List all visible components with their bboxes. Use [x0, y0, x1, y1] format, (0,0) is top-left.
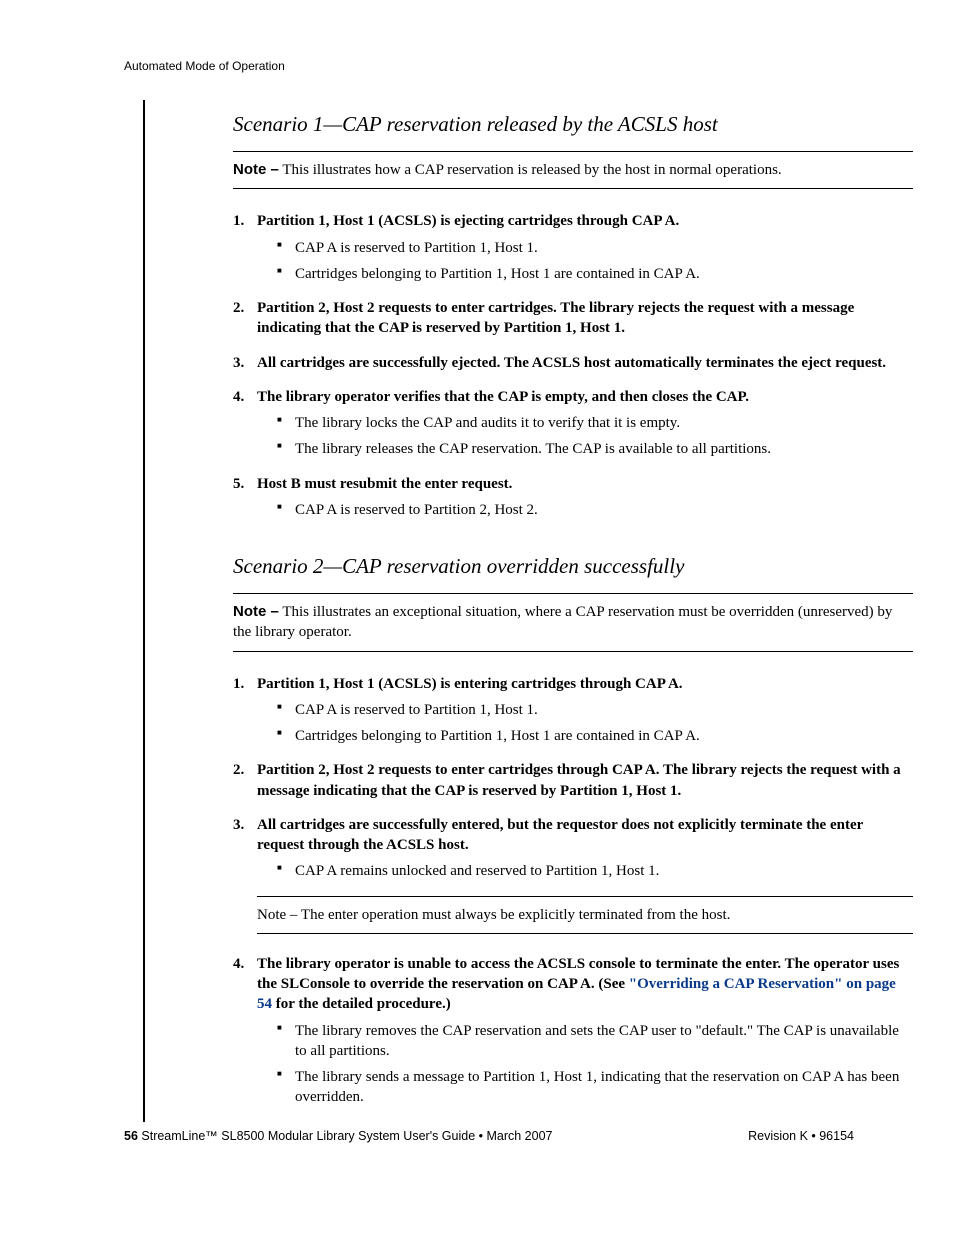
list-item: All cartridges are successfully entered,…: [233, 815, 913, 882]
sub-item: The library removes the CAP reservation …: [277, 1021, 913, 1062]
note-text: The enter operation must always be expli…: [297, 907, 730, 923]
list-item: Partition 2, Host 2 requests to enter ca…: [233, 760, 913, 801]
footer-left-text: StreamLine™ SL8500 Modular Library Syste…: [138, 1129, 553, 1143]
list-item-head: The library operator is unable to access…: [257, 956, 899, 1013]
sub-item: Cartridges belonging to Partition 1, Hos…: [277, 264, 913, 284]
scenario2-note: Note – This illustrates an exceptional s…: [233, 593, 913, 652]
list-item-head: Partition 2, Host 2 requests to enter ca…: [257, 762, 901, 798]
list-item-head: All cartridges are successfully entered,…: [257, 817, 863, 853]
sub-list: CAP A is reserved to Partition 1, Host 1…: [277, 700, 913, 747]
list-item-head: Partition 2, Host 2 requests to enter ca…: [257, 300, 854, 336]
list-item: The library operator is unable to access…: [233, 954, 913, 1108]
sub-item: CAP A is reserved to Partition 2, Host 2…: [277, 500, 913, 520]
page-footer: 56 StreamLine™ SL8500 Modular Library Sy…: [124, 1129, 854, 1143]
list-item: The library operator verifies that the C…: [233, 387, 913, 460]
scenario1-title: Scenario 1—CAP reservation released by t…: [233, 112, 913, 137]
list-item: Partition 1, Host 1 (ACSLS) is entering …: [233, 674, 913, 747]
footer-left: 56 StreamLine™ SL8500 Modular Library Sy…: [124, 1129, 553, 1143]
sub-item: The library locks the CAP and audits it …: [277, 413, 913, 433]
footer-right: Revision K • 96154: [748, 1129, 854, 1143]
note-label: Note –: [233, 161, 279, 178]
sub-list: The library removes the CAP reservation …: [277, 1021, 913, 1108]
list-item-head: Host B must resubmit the enter request.: [257, 476, 512, 492]
note-label: Note –: [257, 907, 297, 923]
list-item: All cartridges are successfully ejected.…: [233, 353, 913, 373]
page-number: 56: [124, 1129, 138, 1143]
scenario2-inline-note: Note – The enter operation must always b…: [257, 896, 913, 934]
sub-list: CAP A is reserved to Partition 1, Host 1…: [277, 238, 913, 285]
list-item-head: Partition 1, Host 1 (ACSLS) is ejecting …: [257, 213, 679, 229]
running-head: Automated Mode of Operation: [124, 59, 285, 73]
sub-item: The library sends a message to Partition…: [277, 1067, 913, 1108]
sub-list: The library locks the CAP and audits it …: [277, 413, 913, 460]
sub-item: CAP A is reserved to Partition 1, Host 1…: [277, 238, 913, 258]
scenario1-list: Partition 1, Host 1 (ACSLS) is ejecting …: [233, 211, 913, 520]
scenario2-title: Scenario 2—CAP reservation overridden su…: [233, 554, 913, 579]
head-part2: for the detailed procedure.): [272, 996, 451, 1012]
sub-list: CAP A remains unlocked and reserved to P…: [277, 861, 913, 881]
main-content: Scenario 1—CAP reservation released by t…: [143, 100, 913, 1122]
note-label: Note –: [233, 603, 279, 620]
sub-item: The library releases the CAP reservation…: [277, 439, 913, 459]
list-item-head: Partition 1, Host 1 (ACSLS) is entering …: [257, 676, 683, 692]
sub-item: CAP A is reserved to Partition 1, Host 1…: [277, 700, 913, 720]
note-text: This illustrates an exceptional situatio…: [233, 604, 892, 640]
sub-list: CAP A is reserved to Partition 2, Host 2…: [277, 500, 913, 520]
list-item-head: The library operator verifies that the C…: [257, 389, 749, 405]
list-item: Partition 1, Host 1 (ACSLS) is ejecting …: [233, 211, 913, 284]
scenario2-list: Partition 1, Host 1 (ACSLS) is entering …: [233, 674, 913, 882]
scenario2-list-cont: The library operator is unable to access…: [233, 954, 913, 1108]
sub-item: CAP A remains unlocked and reserved to P…: [277, 861, 913, 881]
note-text: This illustrates how a CAP reservation i…: [279, 162, 782, 178]
scenario1-note: Note – This illustrates how a CAP reserv…: [233, 151, 913, 189]
document-page: Automated Mode of Operation Scenario 1—C…: [0, 0, 954, 1235]
list-item: Partition 2, Host 2 requests to enter ca…: [233, 298, 913, 339]
sub-item: Cartridges belonging to Partition 1, Hos…: [277, 726, 913, 746]
list-item: Host B must resubmit the enter request. …: [233, 474, 913, 521]
list-item-head: All cartridges are successfully ejected.…: [257, 355, 886, 371]
